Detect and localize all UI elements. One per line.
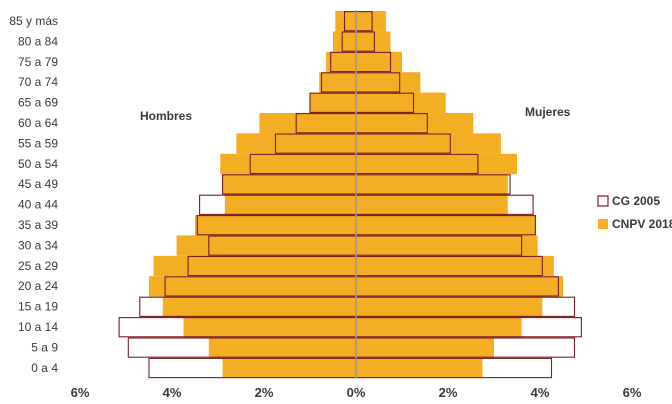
bar-cnpv-2018-mujeres bbox=[356, 11, 386, 32]
bar-cnpv-2018-mujeres bbox=[356, 317, 522, 338]
age-label: 60 a 64 bbox=[18, 116, 58, 130]
legend-swatch-cg-2005 bbox=[597, 195, 609, 207]
bar-cnpv-2018-hombres bbox=[153, 255, 356, 277]
bar-cnpv-2018-hombres bbox=[236, 133, 356, 154]
bar-cnpv-2018-hombres bbox=[333, 31, 356, 52]
age-label: 30 a 34 bbox=[18, 238, 58, 252]
age-label: 70 a 74 bbox=[18, 75, 58, 89]
bar-cnpv-2018-mujeres bbox=[356, 113, 474, 134]
age-label: 25 a 29 bbox=[18, 259, 58, 273]
x-tick-label: 2% bbox=[439, 385, 458, 400]
bar-cnpv-2018-mujeres bbox=[356, 337, 494, 358]
age-label: 80 a 84 bbox=[18, 34, 58, 48]
x-tick-label: 2% bbox=[255, 385, 274, 400]
legend-swatch-cnpv-2018 bbox=[598, 219, 608, 229]
bar-cnpv-2018-mujeres bbox=[356, 72, 421, 93]
bar-cnpv-2018-mujeres bbox=[356, 235, 538, 256]
age-label: 40 a 44 bbox=[18, 198, 58, 212]
bar-cnpv-2018-hombres bbox=[222, 357, 356, 379]
legend: CG 2005 CNPV 2018 bbox=[597, 194, 672, 231]
age-label: 75 a 79 bbox=[18, 55, 58, 69]
bar-cnpv-2018-hombres bbox=[319, 72, 356, 93]
bar-cnpv-2018-hombres bbox=[176, 235, 356, 256]
bar-cnpv-2018-mujeres bbox=[356, 153, 517, 175]
age-label: 50 a 54 bbox=[18, 157, 58, 171]
age-label: 35 a 39 bbox=[18, 218, 58, 232]
age-label: 55 a 59 bbox=[18, 136, 58, 150]
bar-cnpv-2018-hombres bbox=[222, 174, 356, 195]
bar-cnpv-2018-mujeres bbox=[356, 357, 483, 379]
x-tick-label: 0% bbox=[347, 385, 366, 400]
age-label: 85 y más bbox=[9, 14, 58, 28]
bar-cnpv-2018-hombres bbox=[220, 153, 356, 175]
age-label: 0 a 4 bbox=[31, 361, 58, 375]
x-tick-label: 4% bbox=[163, 385, 182, 400]
bar-cnpv-2018-mujeres bbox=[356, 215, 536, 236]
age-label: 45 a 49 bbox=[18, 177, 58, 191]
bar-cnpv-2018-mujeres bbox=[356, 133, 501, 154]
bar-cnpv-2018-hombres bbox=[310, 92, 356, 113]
bar-cnpv-2018-hombres bbox=[195, 215, 356, 236]
bar-cnpv-2018-mujeres bbox=[356, 31, 391, 52]
x-axis-ticks: 6% 4% 2% 0% 2% 4% 6% bbox=[71, 385, 642, 400]
bar-cnpv-2018-hombres bbox=[208, 337, 356, 358]
bar-cnpv-2018-hombres bbox=[335, 11, 356, 32]
bar-cnpv-2018-hombres bbox=[326, 51, 356, 73]
age-label: 10 a 14 bbox=[18, 320, 58, 334]
legend-label-cg-2005: CG 2005 bbox=[612, 194, 660, 208]
cnpv-2018-bars bbox=[149, 11, 563, 379]
bar-cnpv-2018-mujeres bbox=[356, 255, 554, 277]
bar-cnpv-2018-mujeres bbox=[356, 92, 446, 113]
bar-cnpv-2018-mujeres bbox=[356, 174, 508, 195]
bar-cnpv-2018-mujeres bbox=[356, 194, 508, 215]
x-tick-label: 6% bbox=[623, 385, 642, 400]
bar-cnpv-2018-hombres bbox=[183, 317, 356, 338]
bar-cnpv-2018-hombres bbox=[259, 113, 356, 134]
age-label: 20 a 24 bbox=[18, 279, 58, 293]
bar-cnpv-2018-mujeres bbox=[356, 51, 402, 73]
legend-label-cnpv-2018: CNPV 2018 bbox=[612, 217, 672, 231]
age-label: 15 a 19 bbox=[18, 300, 58, 314]
bar-cnpv-2018-hombres bbox=[162, 296, 356, 317]
x-tick-label: 6% bbox=[71, 385, 90, 400]
age-group-labels: 85 y más 80 a 84 75 a 79 70 a 74 65 a 69 60 a… bbox=[9, 14, 58, 375]
age-label: 65 a 69 bbox=[18, 96, 58, 110]
mujeres-label: Mujeres bbox=[525, 105, 571, 119]
hombres-label: Hombres bbox=[140, 109, 192, 123]
bar-cnpv-2018-mujeres bbox=[356, 276, 563, 297]
age-label: 5 a 9 bbox=[31, 340, 58, 354]
bar-cnpv-2018-mujeres bbox=[356, 296, 543, 317]
x-tick-label: 4% bbox=[531, 385, 550, 400]
bar-cnpv-2018-hombres bbox=[149, 276, 356, 297]
bar-cnpv-2018-hombres bbox=[224, 194, 356, 215]
